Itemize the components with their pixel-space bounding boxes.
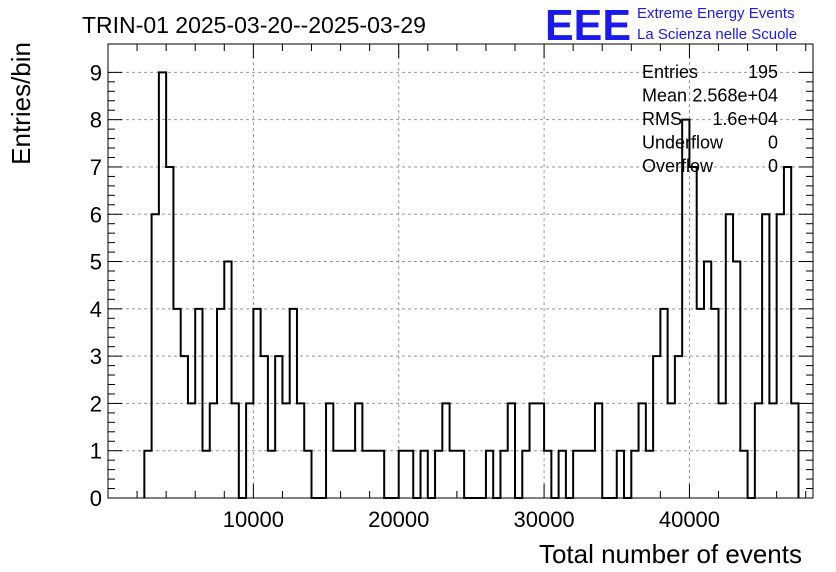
eee-logo-mark: EEE	[545, 1, 631, 50]
x-tick-label: 30000	[513, 507, 574, 532]
stats-label: Overflow	[642, 156, 714, 176]
y-tick-label: 8	[90, 108, 102, 133]
stats-box: Entries 195 Mean 2.568e+04 RMS 1.6e+04 Underfl…	[642, 62, 778, 176]
x-tick-label: 10000	[223, 507, 284, 532]
chart-title: TRIN-01 2025-03-20--2025-03-29	[82, 12, 426, 38]
y-tick-label: 2	[90, 391, 102, 416]
x-axis-label: Total number of events	[539, 539, 802, 569]
y-tick-label: 0	[90, 486, 102, 511]
stats-label: Entries	[642, 62, 698, 82]
stats-value: 1.6e+04	[712, 109, 778, 129]
histogram-line	[143, 71, 800, 499]
stats-value: 195	[748, 62, 778, 82]
stats-value: 0	[768, 156, 778, 176]
logo-line-2: La Scienza nelle Scuole	[637, 26, 797, 43]
y-tick-label: 4	[90, 297, 102, 322]
x-tick-label: 40000	[659, 507, 720, 532]
y-tick-label: 7	[90, 155, 102, 180]
grid	[108, 44, 813, 498]
logo-line-1: Extreme Energy Events	[637, 5, 795, 22]
y-axis-label: Entries/bin	[6, 42, 36, 165]
axes: 0 1 2 3 4 5 6 7 8 9 10000 20000 30000 40000	[90, 44, 813, 532]
x-tick-label: 20000	[368, 507, 429, 532]
stats-value: 0	[768, 133, 778, 153]
stats-label: Underflow	[642, 133, 724, 153]
y-tick-label: 9	[90, 60, 102, 85]
y-tick-label: 6	[90, 202, 102, 227]
y-tick-label: 1	[90, 439, 102, 464]
plot-frame	[107, 43, 814, 499]
stats-label: RMS	[642, 109, 682, 129]
eee-logo: EEE Extreme Energy Events La Scienza nel…	[545, 1, 797, 50]
y-tick-label: 3	[90, 344, 102, 369]
stats-label: Mean	[642, 86, 687, 106]
stats-value: 2.568e+04	[692, 86, 778, 106]
y-tick-label: 5	[90, 250, 102, 275]
